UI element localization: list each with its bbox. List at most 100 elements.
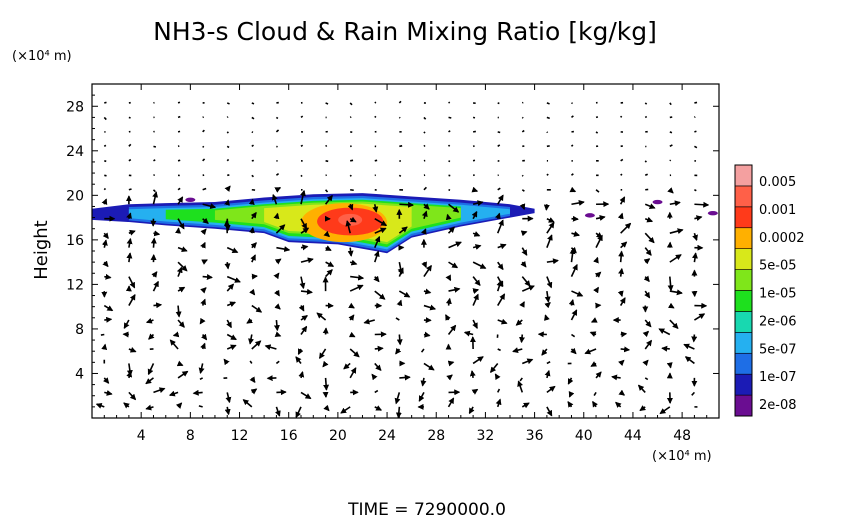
wind-vector <box>595 371 602 379</box>
wind-vector <box>669 200 681 207</box>
wind-vector <box>177 246 188 252</box>
wind-vector <box>152 191 159 205</box>
wind-vector <box>300 189 306 205</box>
x-tick-label: 36 <box>526 428 544 444</box>
wind-vector <box>274 303 281 310</box>
wind-vector <box>175 305 182 318</box>
wind-vector <box>497 194 504 205</box>
wind-vector <box>349 348 360 358</box>
wind-vector <box>226 319 232 329</box>
wind-vector <box>104 174 107 177</box>
wind-vector <box>468 406 475 415</box>
wind-vector <box>202 217 209 224</box>
wind-vector <box>226 275 241 283</box>
wind-vector <box>396 299 403 307</box>
wind-vector <box>249 376 256 384</box>
wind-vector <box>521 276 531 287</box>
wind-vector <box>497 293 506 306</box>
wind-vector <box>226 145 230 149</box>
wind-vector <box>644 319 652 328</box>
wind-vector <box>519 334 526 344</box>
wind-vector <box>669 228 684 234</box>
wind-vector <box>325 102 329 105</box>
wind-vector <box>521 189 525 192</box>
x-tick-label: 48 <box>673 428 691 444</box>
colorbar-label: 5e-07 <box>759 342 797 357</box>
x-tick-label: 28 <box>427 428 445 444</box>
wind-vector <box>520 260 527 268</box>
x-tick-label: 8 <box>186 428 195 444</box>
wind-vector <box>521 402 530 409</box>
cloud-core-peak <box>338 213 363 226</box>
wind-vector <box>519 377 523 382</box>
colorbar-label: 1e-07 <box>759 370 797 385</box>
wind-vector <box>595 131 599 134</box>
colorbar-label: 0.0002 <box>759 231 805 246</box>
wind-vector <box>325 144 328 147</box>
wind-vector <box>590 317 598 323</box>
wind-vector <box>593 391 597 396</box>
wind-vector <box>669 144 673 148</box>
wind-vector <box>349 284 364 292</box>
wind-vector <box>421 261 427 269</box>
colorbar-swatch <box>734 290 753 312</box>
wind-vector <box>519 203 526 211</box>
wind-vector <box>275 172 280 176</box>
wind-vector <box>521 101 524 104</box>
wind-vector <box>496 276 504 288</box>
wind-vector <box>153 130 155 133</box>
colorbar-swatch <box>734 185 753 208</box>
wind-vector <box>571 333 576 338</box>
wind-vector <box>103 304 114 312</box>
wind-vector <box>669 289 683 296</box>
wind-vector <box>275 116 279 120</box>
wind-vector <box>226 102 230 105</box>
wind-vector <box>102 260 109 268</box>
wind-vector <box>104 101 107 104</box>
time-footer: TIME = 7290000.0 <box>347 500 506 519</box>
wind-vector <box>595 189 600 193</box>
wind-vector <box>126 363 133 377</box>
wind-vector <box>128 143 132 147</box>
wind-vector <box>248 198 255 206</box>
wind-vector <box>620 222 632 234</box>
wind-vector <box>148 333 155 340</box>
wind-vector <box>95 403 105 409</box>
wind-vector <box>251 131 254 134</box>
wind-vector <box>145 317 154 324</box>
wind-vector <box>226 283 235 292</box>
wind-vector <box>512 347 523 354</box>
wind-vector <box>202 203 217 210</box>
wind-vector <box>374 290 386 300</box>
wind-vector <box>644 290 651 299</box>
wind-vector <box>448 241 462 249</box>
wind-vector <box>323 404 330 412</box>
wind-vector <box>694 201 710 208</box>
wind-vector <box>123 402 130 409</box>
wind-vector <box>175 227 182 234</box>
wind-vector <box>447 144 451 147</box>
wind-vector <box>398 116 401 119</box>
wind-vector <box>395 406 402 418</box>
wind-vector <box>100 333 105 336</box>
wind-vector <box>398 100 402 104</box>
wind-vector <box>201 333 208 341</box>
wind-vector <box>515 319 523 326</box>
wind-vector <box>497 243 507 250</box>
wind-vector <box>643 275 650 283</box>
wind-vector <box>642 330 650 338</box>
wind-vector <box>372 204 379 213</box>
wind-vector <box>363 318 375 325</box>
wind-vector <box>611 374 621 381</box>
wind-vector <box>202 145 205 148</box>
wind-vector <box>570 115 574 119</box>
wind-vector <box>567 377 574 385</box>
y-tick-label: 4 <box>75 366 84 382</box>
colorbar-frame <box>734 164 753 417</box>
wind-vector <box>251 144 254 147</box>
wind-vector <box>544 369 551 379</box>
wind-vector <box>374 405 383 411</box>
wind-vector <box>128 293 136 306</box>
wind-vector <box>250 254 256 263</box>
wind-vector <box>398 174 402 178</box>
